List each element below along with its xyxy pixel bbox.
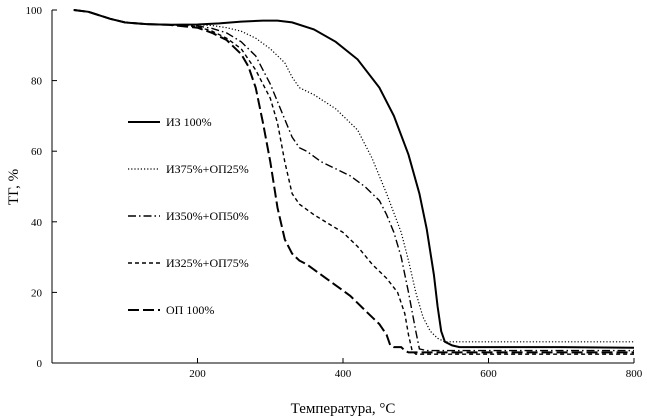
ticks: 200 400 600 800 0 20 40 60 80 100 — [26, 5, 643, 380]
series-line-4 — [73, 9, 634, 355]
legend-label-5: ОП 100% — [166, 303, 214, 317]
legend-label-2: ИЗ75%+ОП25% — [166, 162, 249, 176]
series-line-5 — [73, 9, 634, 354]
x-axis-label: Температура, °С — [291, 401, 396, 417]
legend-label-4: ИЗ25%+ОП75% — [166, 256, 249, 270]
x-tick-label: 200 — [189, 368, 206, 380]
x-tick-label: 400 — [335, 368, 352, 380]
series-line-3 — [73, 9, 634, 352]
y-tick-label: 20 — [31, 287, 43, 299]
y-axis-label: ТГ, % — [6, 169, 22, 205]
y-tick-label: 80 — [31, 76, 43, 88]
y-tick-label: 40 — [31, 217, 43, 229]
series-line-2 — [73, 9, 634, 343]
y-tick-label: 60 — [31, 146, 43, 158]
series-layer — [73, 9, 635, 355]
legend-label-3: ИЗ50%+ОП50% — [166, 209, 249, 223]
axes — [51, 10, 634, 364]
legend: ИЗ 100% ИЗ75%+ОП25% ИЗ50%+ОП50% ИЗ25%+ОП75%… — [128, 115, 249, 317]
y-tick-label: 100 — [26, 5, 43, 17]
x-tick-label: 800 — [626, 368, 643, 380]
x-tick-label: 600 — [480, 368, 497, 380]
legend-label-1: ИЗ 100% — [166, 115, 212, 129]
y-tick-label: 0 — [37, 358, 43, 370]
